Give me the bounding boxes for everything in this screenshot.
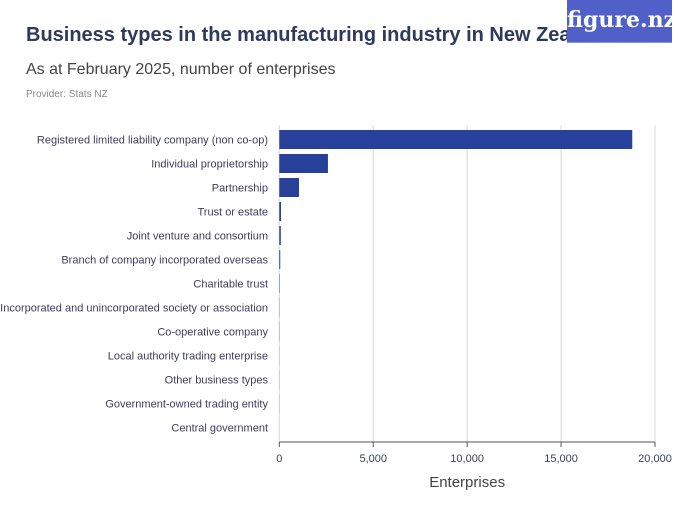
bar[interactable] xyxy=(279,202,281,221)
category-label: Partnership xyxy=(212,183,268,195)
category-label: Incorporated and unincorporated society … xyxy=(0,303,268,315)
category-label: Other business types xyxy=(165,375,269,387)
category-label: Government-owned trading entity xyxy=(105,399,268,411)
x-tick-label: 5,000 xyxy=(359,453,387,465)
category-label: Individual proprietorship xyxy=(151,159,268,171)
x-tick-label: 20,000 xyxy=(638,453,672,465)
category-label: Charitable trust xyxy=(193,279,268,291)
x-axis-label: Enterprises xyxy=(429,474,505,491)
category-label: Co-operative company xyxy=(157,327,268,339)
x-tick-label: 10,000 xyxy=(450,453,484,465)
provider-label: Provider: Stats NZ xyxy=(26,89,108,100)
category-label: Trust or estate xyxy=(197,207,268,219)
category-label: Joint venture and consortium xyxy=(127,231,268,243)
x-tick-label: 15,000 xyxy=(544,453,578,465)
bar[interactable] xyxy=(279,154,328,173)
x-tick-label: 0 xyxy=(276,453,282,465)
bar[interactable] xyxy=(279,226,281,245)
bar[interactable] xyxy=(279,178,300,197)
category-label: Branch of company incorporated overseas xyxy=(61,255,268,267)
category-label: Central government xyxy=(171,423,268,435)
figure-nz-logo[interactable]: figure.nz xyxy=(567,0,676,43)
category-label: Local authority trading enterprise xyxy=(108,351,268,363)
chart-subtitle: As at February 2025, number of enterpris… xyxy=(26,61,336,78)
category-label: Registered limited liability company (no… xyxy=(37,135,268,147)
bar[interactable] xyxy=(279,250,281,269)
chart-title: Business types in the manufacturing indu… xyxy=(26,24,612,46)
bar[interactable] xyxy=(279,130,633,149)
